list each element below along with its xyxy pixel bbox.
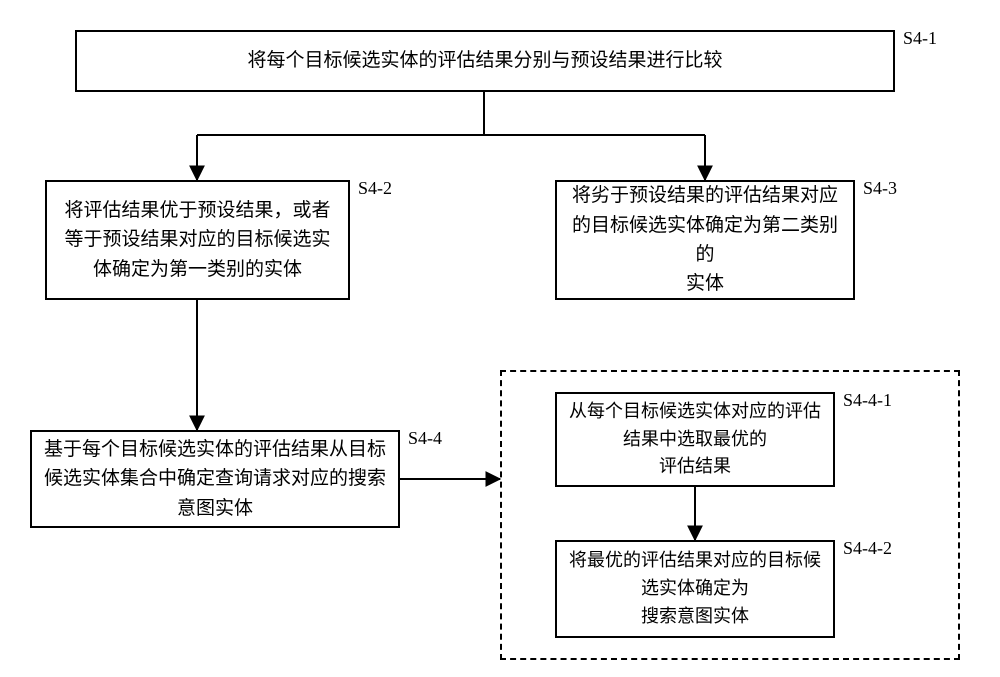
node-label-s4-4-1: S4-4-1: [843, 390, 892, 411]
flowchart-stage: 将每个目标候选实体的评估结果分别与预设结果进行比较 S4-1 将评估结果优于预设结果…: [0, 0, 1000, 677]
node-s4-1: 将每个目标候选实体的评估结果分别与预设结果进行比较: [75, 30, 895, 92]
node-text: 将每个目标候选实体的评估结果分别与预设结果进行比较: [247, 46, 722, 75]
node-label-s4-4: S4-4: [408, 428, 442, 449]
node-s4-4-1: 从每个目标候选实体对应的评估结果中选取最优的 评估结果: [555, 392, 835, 487]
node-label-s4-1: S4-1: [903, 28, 937, 49]
node-s4-3: 将劣于预设结果的评估结果对应的目标候选实体确定为第二类别的 实体: [555, 180, 855, 300]
node-s4-4: 基于每个目标候选实体的评估结果从目标候选实体集合中确定查询请求对应的搜索意图实体: [30, 430, 400, 528]
node-label-s4-3: S4-3: [863, 178, 897, 199]
node-text: 将评估结果优于预设结果，或者等于预设结果对应的目标候选实体确定为第一类别的实体: [57, 196, 338, 284]
node-label-s4-2: S4-2: [358, 178, 392, 199]
node-s4-4-2: 将最优的评估结果对应的目标候选实体确定为 搜索意图实体: [555, 540, 835, 638]
node-text: 将最优的评估结果对应的目标候选实体确定为 搜索意图实体: [567, 547, 823, 631]
node-text: 基于每个目标候选实体的评估结果从目标候选实体集合中确定查询请求对应的搜索意图实体: [42, 435, 388, 523]
node-text: 将劣于预设结果的评估结果对应的目标候选实体确定为第二类别的 实体: [567, 181, 843, 299]
node-s4-2: 将评估结果优于预设结果，或者等于预设结果对应的目标候选实体确定为第一类别的实体: [45, 180, 350, 300]
node-text: 从每个目标候选实体对应的评估结果中选取最优的 评估结果: [567, 398, 823, 482]
node-label-s4-4-2: S4-4-2: [843, 538, 892, 559]
